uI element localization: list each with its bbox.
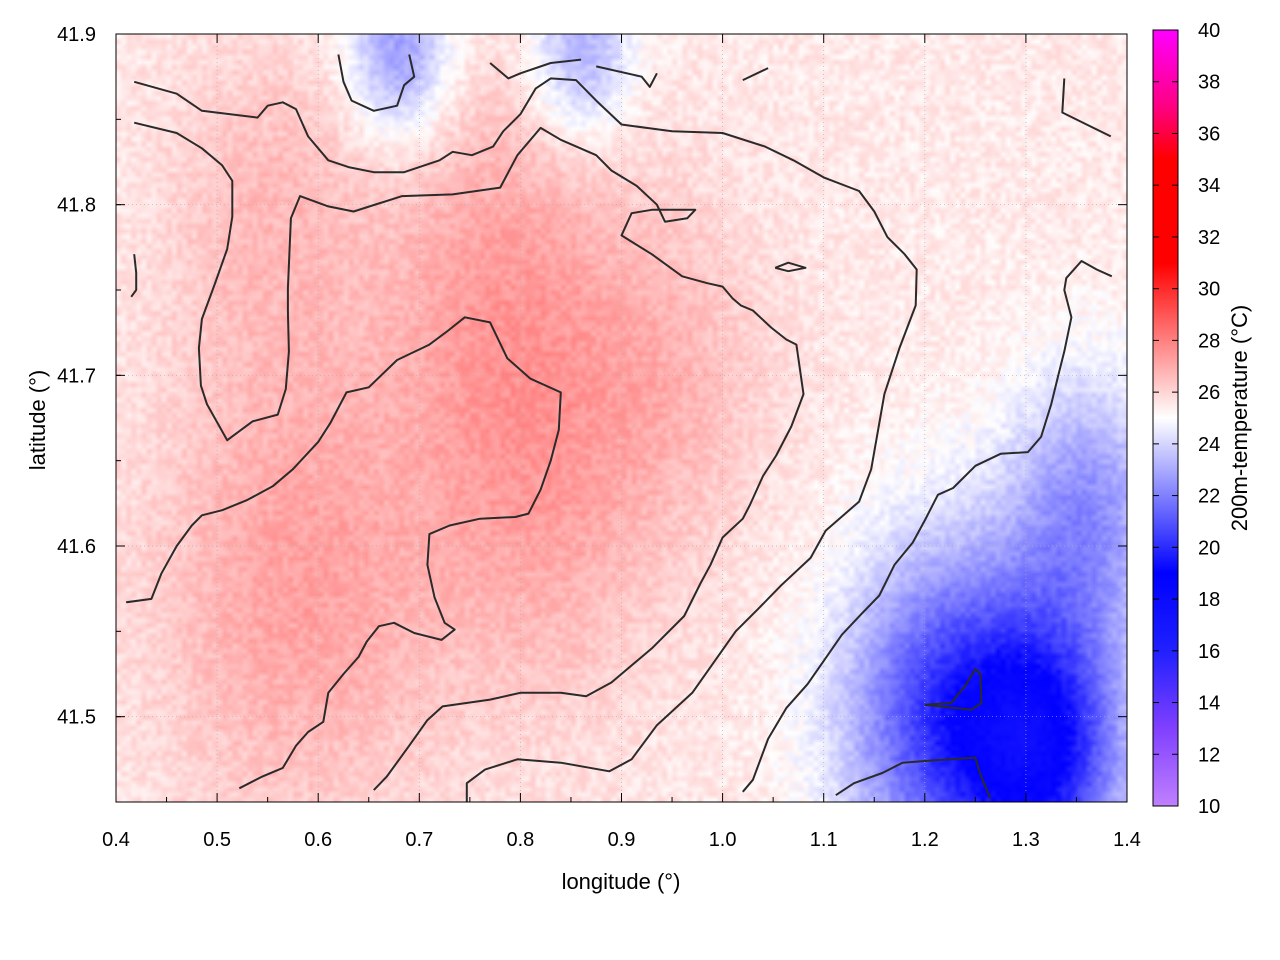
colorbar-tick-label: 40 [1198,20,1220,42]
colorbar-tick-label: 22 [1198,486,1220,508]
contour-line [489,58,582,80]
contour-line [835,756,992,799]
y-tick-label: 41.7 [57,365,96,387]
colorbar-tick-label: 16 [1198,641,1220,663]
contour-line [595,65,658,88]
colorbar-tick-label: 18 [1198,589,1220,611]
colorbar-tick-label: 20 [1198,537,1220,559]
x-tick-label: 0.8 [506,829,534,851]
contour-line [125,316,562,790]
colorbar-tick-label: 26 [1198,382,1220,404]
colorbar-tick-label: 12 [1198,744,1220,766]
contour-line [130,254,138,298]
plot-area [115,33,1128,803]
x-tick-label: 1.0 [709,829,737,851]
y-tick-label: 41.8 [57,195,96,217]
contour-line [133,77,918,802]
y-tick-label: 41.6 [57,536,96,558]
x-tick-label: 0.6 [304,829,332,851]
y-axis: 41.5 41.6 41.7 41.8 41.9 [57,24,1127,803]
y-tick-label: 41.9 [57,24,96,46]
x-tick-label: 1.1 [810,829,838,851]
colorbar-tick-label: 28 [1198,330,1220,352]
colorbar-tick-label: 30 [1198,279,1220,301]
x-tick-label: 0.9 [608,829,636,851]
colorbar-ticks: 10 12 14 16 18 20 22 24 26 28 30 32 34 36 38 40 [1153,20,1220,818]
x-tick-label: 0.7 [405,829,433,851]
contour-line [924,667,983,711]
x-tick-label: 1.2 [911,829,939,851]
contour-line [774,261,807,273]
x-tick-label: 1.4 [1113,829,1141,851]
colorbar-tick-label: 36 [1198,123,1220,145]
colorbar-tick-label: 32 [1198,227,1220,249]
colorbar-tick-label: 14 [1198,693,1220,715]
y-tick-label: 41.5 [57,707,96,729]
x-tick-label: 1.3 [1012,829,1040,851]
x-axis: 0.4 0.5 0.6 0.7 0.8 0.9 1.0 1.1 1.2 1.3 1.4 [102,34,1141,851]
colorbar-tick-label: 38 [1198,72,1220,94]
contour-line [1061,78,1112,138]
y-axis-title: latitude (°) [25,370,50,471]
colorbar-fill [1152,29,1179,807]
colorbar-tick-label: 24 [1198,434,1220,456]
colorbar: 10 12 14 16 18 20 22 24 26 28 30 32 34 36 38 40 200m-te… [1152,20,1252,818]
x-tick-label: 0.5 [203,829,231,851]
x-axis-title: longitude (°) [562,869,681,894]
colorbar-tick-label: 10 [1198,796,1220,818]
contour-lines [125,54,1113,802]
contour-line [133,121,805,791]
contour-line [742,67,769,82]
x-tick-label: 0.4 [102,829,130,851]
colorbar-tick-label: 34 [1198,175,1220,197]
contour-line [742,260,1113,793]
contour-line [337,54,416,112]
colorbar-title: 200m-temperature (°C) [1227,305,1252,531]
